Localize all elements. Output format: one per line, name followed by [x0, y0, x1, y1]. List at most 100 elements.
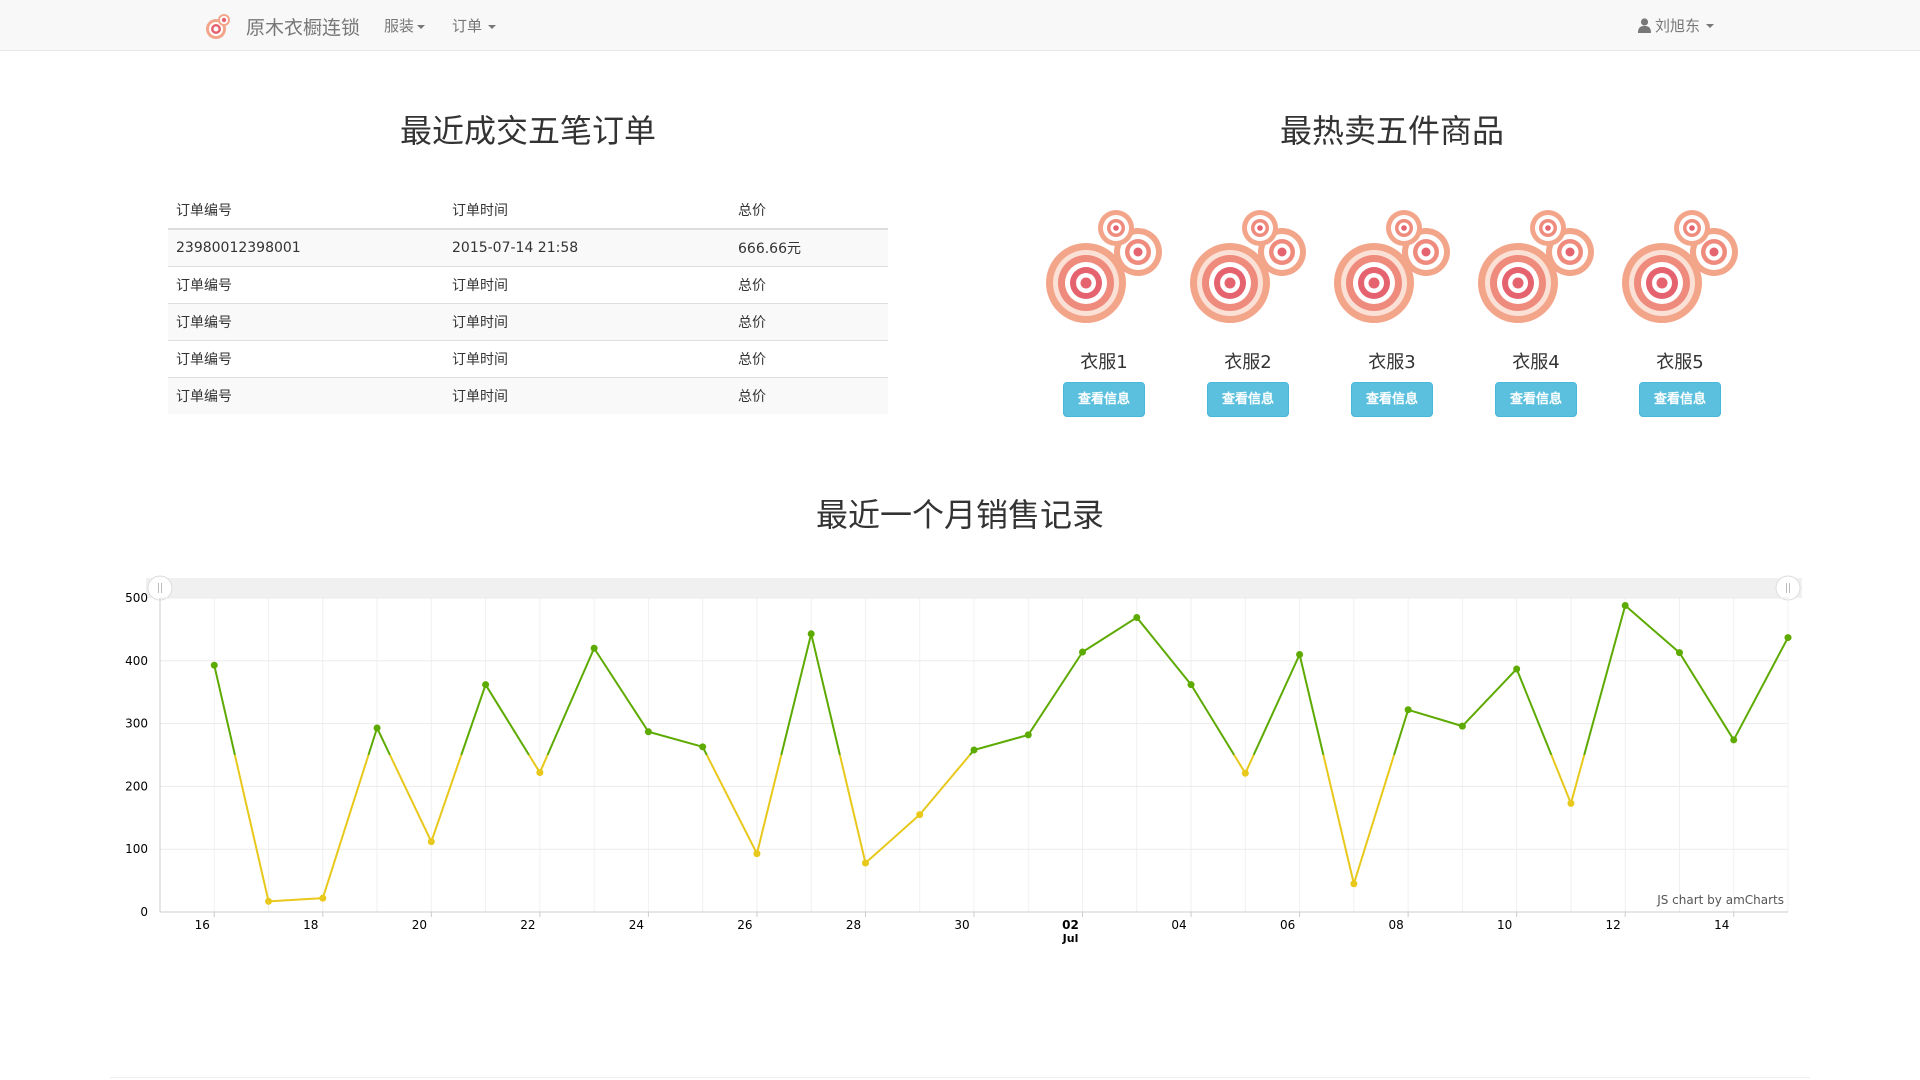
x-tick-label: 20 — [412, 918, 427, 932]
series-line-segment — [460, 684, 487, 756]
x-tick-label: 28 — [846, 918, 861, 932]
series-line-segment — [1461, 668, 1518, 727]
product-logo-icon — [1190, 210, 1306, 323]
series-line-segment — [1233, 754, 1247, 774]
data-point — [1024, 731, 1032, 739]
data-point — [1241, 769, 1249, 777]
y-tick-label: 200 — [125, 779, 148, 793]
nav-menu-clothing[interactable]: 服装 — [384, 15, 426, 36]
series-line-segment — [918, 754, 971, 816]
data-point — [536, 769, 544, 777]
nav-menu-orders[interactable]: 订单 — [452, 15, 497, 36]
product-card: 衣服3 查看信息 — [1332, 206, 1452, 417]
x-tick-label: 22 — [520, 918, 535, 932]
x-tick-label: 10 — [1497, 918, 1512, 932]
data-point — [1187, 681, 1195, 689]
series-line-segment — [705, 754, 758, 855]
product-logo-icon — [1622, 210, 1738, 323]
y-tick-label: 0 — [140, 905, 148, 919]
x-tick-label: 04 — [1171, 918, 1186, 932]
table-header-row: 订单编号 订单时间 总价 — [168, 192, 888, 230]
view-info-button[interactable]: 查看信息 — [1495, 382, 1577, 417]
data-point — [1133, 613, 1141, 621]
user-icon — [1638, 18, 1651, 33]
product-logo-icon — [1478, 210, 1594, 323]
series-line-segment — [1624, 604, 1681, 654]
view-info-button[interactable]: 查看信息 — [1639, 382, 1721, 417]
caret-down-icon — [417, 24, 426, 29]
brand[interactable]: 原木衣橱连锁 — [205, 12, 360, 40]
y-tick-label: 500 — [125, 591, 148, 605]
view-info-button[interactable]: 查看信息 — [1207, 382, 1289, 417]
scrollbar-grip-icon — [1775, 575, 1801, 601]
order-time-cell: 订单时间 — [444, 302, 730, 340]
user-menu[interactable]: 刘旭东 — [1638, 15, 1715, 36]
order-id-cell: 订单编号 — [168, 339, 444, 377]
product-logo-icon — [1334, 210, 1450, 323]
series-line-segment — [593, 647, 650, 733]
x-tick-label: 16 — [195, 918, 210, 932]
order-total-cell: 总价 — [730, 265, 888, 303]
data-point — [1458, 722, 1466, 730]
x-tick-label: 02 — [1062, 918, 1079, 932]
y-tick-label: 100 — [125, 842, 148, 856]
sales-chart: 0 100 200 300 400 500 16 18 20 22 24 26 28 30 02 Jul 04 0… — [110, 570, 1810, 960]
orders-table: 订单编号 订单时间 总价 23980012398001 2015-07-14 2… — [168, 192, 888, 414]
x-tick-sublabel: Jul — [1062, 932, 1079, 945]
x-tick-label: 26 — [737, 918, 752, 932]
order-time-cell: 订单时间 — [444, 339, 730, 377]
brand-logo-icon — [206, 13, 230, 39]
order-time-cell: 2015-07-14 21:58 — [444, 228, 730, 266]
data-point — [265, 897, 273, 905]
series-line-segment — [546, 647, 596, 756]
sales-title: 最近一个月销售记录 — [815, 496, 1104, 534]
order-id-cell: 订单编号 — [168, 302, 444, 340]
table-row: 订单编号 订单时间 总价 — [168, 302, 888, 340]
data-point — [807, 630, 815, 638]
data-point — [916, 811, 924, 819]
series-line-segment — [1252, 654, 1301, 756]
series-line-segment — [1569, 754, 1586, 804]
series-line-segment — [973, 733, 1029, 751]
order-id-cell: 23980012398001 — [168, 228, 444, 266]
series-line-segment — [233, 754, 270, 902]
y-tick-label: 400 — [125, 654, 148, 668]
data-point — [861, 859, 869, 867]
data-point — [1784, 634, 1792, 642]
column-header: 总价 — [730, 192, 888, 230]
x-tick-label: 30 — [954, 918, 969, 932]
table-row: 订单编号 订单时间 总价 — [168, 265, 888, 303]
order-time-cell: 订单时间 — [444, 376, 730, 414]
view-info-button[interactable]: 查看信息 — [1351, 382, 1433, 417]
series-line-segment — [367, 727, 379, 756]
nav-menu-label: 服装 — [384, 17, 415, 35]
column-header: 订单编号 — [168, 192, 444, 230]
series-line-segment — [1407, 708, 1463, 728]
series-line-segment — [1550, 754, 1572, 804]
series-line-segment — [376, 727, 391, 756]
view-info-button[interactable]: 查看信息 — [1063, 382, 1145, 417]
data-point — [1675, 649, 1683, 657]
column-header: 订单时间 — [444, 192, 730, 230]
series-line-segment — [1081, 616, 1138, 653]
series-line-segment — [648, 730, 703, 748]
product-name: 衣服5 — [1656, 352, 1704, 373]
data-point — [427, 838, 435, 846]
data-point — [1404, 706, 1412, 714]
nav-menu-label: 订单 — [452, 17, 483, 35]
data-point — [373, 724, 381, 732]
caret-down-icon — [1706, 23, 1715, 28]
series-line-segment — [810, 633, 841, 756]
product-card: 衣服4 查看信息 — [1476, 206, 1596, 417]
table-row: 订单编号 订单时间 总价 — [168, 339, 888, 377]
data-point — [1513, 665, 1521, 673]
series-line-segment — [1393, 709, 1410, 756]
order-time-cell: 订单时间 — [444, 265, 730, 303]
x-tick-label: 08 — [1388, 918, 1403, 932]
data-point — [1350, 880, 1358, 888]
data-point — [1567, 799, 1575, 807]
data-point — [319, 894, 327, 902]
data-point — [970, 746, 978, 754]
order-total-cell: 总价 — [730, 339, 888, 377]
